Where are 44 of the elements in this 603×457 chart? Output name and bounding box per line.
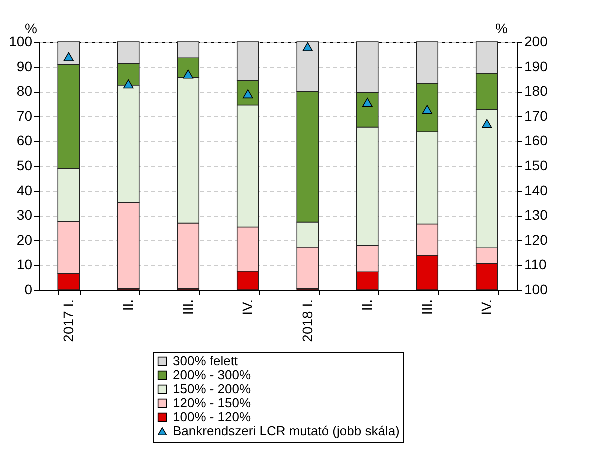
y2-tick-label: 100 xyxy=(524,282,548,298)
y2-tick-label: 150 xyxy=(524,158,548,174)
point xyxy=(123,80,134,89)
y-tick-label: 80 xyxy=(16,83,33,100)
legend-label: 120% - 150% xyxy=(173,396,252,410)
y2-axis-title: % xyxy=(496,20,508,36)
point xyxy=(482,119,492,128)
y-tick-label: 50 xyxy=(16,158,33,174)
point xyxy=(183,70,194,79)
y2-tick-label: 120 xyxy=(524,232,548,248)
legend-label: Bankrendszeri LCR mutató (jobb skála) xyxy=(173,424,400,438)
legend-label: 100% - 120% xyxy=(173,410,252,424)
legend-label: 150% - 200% xyxy=(173,382,252,396)
x-tick-label: IV. xyxy=(240,300,256,316)
y-tick-label: 90 xyxy=(16,58,33,74)
point xyxy=(362,98,373,108)
y2-tick-label: 200 xyxy=(524,34,548,50)
y2-tick-label: 170 xyxy=(524,108,548,124)
point xyxy=(302,42,314,52)
y2-tick-label: 180 xyxy=(524,83,548,100)
y-tick-label: 30 xyxy=(16,207,33,224)
y2-tick-label: 190 xyxy=(524,58,548,74)
x-tick-label: III. xyxy=(180,300,196,316)
legend-label: 300% felett xyxy=(173,354,238,368)
y-tick-label: 20 xyxy=(16,232,33,248)
y2-tick-label: 160 xyxy=(524,132,548,149)
y-tick-label: 0 xyxy=(24,282,33,298)
y2-tick-label: 140 xyxy=(524,182,548,198)
y-axis-title: % xyxy=(25,20,38,36)
y2-tick-label: 110 xyxy=(524,256,548,273)
x-tick-label: 2018 I. xyxy=(299,300,316,342)
point xyxy=(422,105,433,114)
x-tick-label: 2017 I. xyxy=(60,300,76,342)
y2-tick-label: 130 xyxy=(524,207,548,224)
y-tick-label: 70 xyxy=(16,108,33,124)
x-tick-label: IV. xyxy=(478,300,495,316)
y-tick-label: 60 xyxy=(16,132,33,149)
y-tick-label: 10 xyxy=(16,256,33,273)
legend-label: 200% - 300% xyxy=(173,368,252,382)
x-tick-label: III. xyxy=(418,300,435,316)
x-tick-label: II. xyxy=(120,300,136,312)
y-tick-label: 100 xyxy=(9,34,33,50)
x-tick-label: II. xyxy=(359,300,376,312)
y-tick-label: 40 xyxy=(16,182,33,198)
